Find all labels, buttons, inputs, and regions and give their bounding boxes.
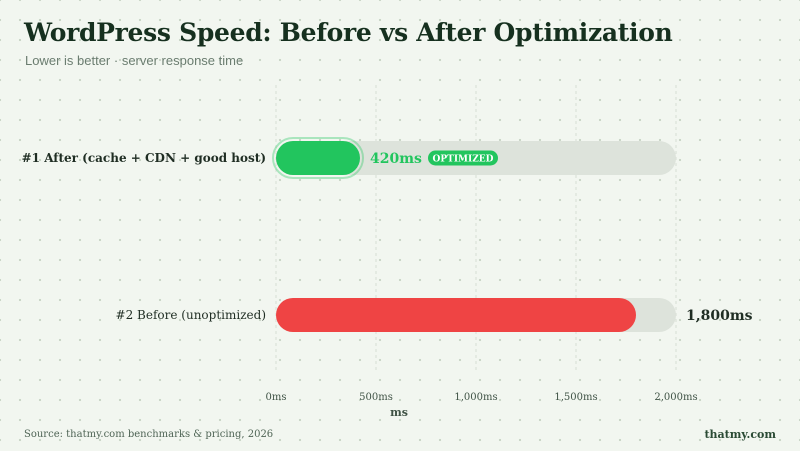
bar-highlight-ring (272, 137, 364, 179)
optimized-badge (428, 150, 498, 166)
source-note: Source: thatmy.com benchmarks & pricing,… (24, 429, 274, 440)
category-label-1: #1 After (cache + CDN + good host) (22, 151, 266, 165)
chart-subtitle: Lower is better · server response time (25, 53, 244, 68)
x-tick-label-4: 2,000ms (654, 392, 697, 403)
x-tick-label-0: 0ms (266, 392, 287, 403)
bar-2 (276, 298, 636, 332)
value-label-2: 1,800ms (686, 308, 753, 324)
x-tick-label-3: 1,500ms (554, 392, 597, 403)
x-tick-label-2: 1,000ms (454, 392, 497, 403)
brand-label: thatmy.com (704, 428, 776, 441)
x-tick-label-1: 500ms (359, 392, 393, 403)
x-axis-label: ms (390, 406, 408, 419)
optimized-badge-label: OPTIMIZED (433, 155, 494, 165)
category-label-2: #2 Before (unoptimized) (116, 308, 266, 322)
value-label-1: 420ms (370, 151, 422, 167)
chart-title: WordPress Speed: Before vs After Optimiz… (24, 18, 673, 47)
bar-1 (276, 141, 360, 175)
